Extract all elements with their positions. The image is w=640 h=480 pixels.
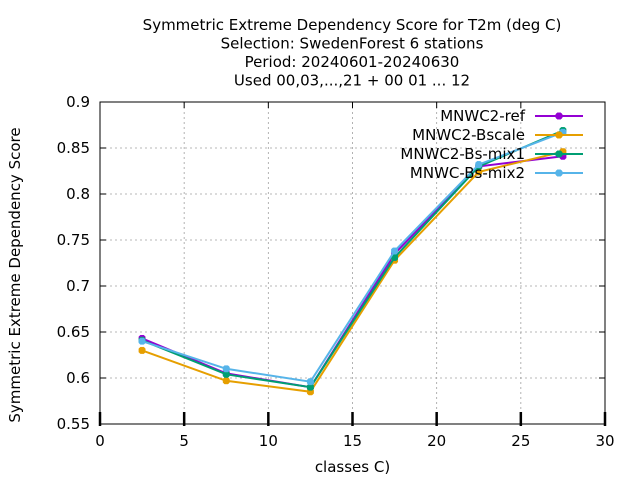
title-line: Symmetric Extreme Dependency Score for T…: [143, 16, 562, 34]
grid-lines: [100, 102, 605, 424]
title-line: Selection: SwedenForest 6 stations: [221, 35, 484, 53]
x-axis-label: classes C): [315, 458, 390, 476]
data-point: [222, 365, 230, 373]
axis-ticks: 0 5 10 15 20 25 30 0.55 0.6 0.65 0.7 0.75 0.8 0.85 0.9: [57, 93, 615, 450]
legend: MNWC2-refMNWC2-BscaleMNWC2-Bs-mix1MNWC-B…: [400, 107, 583, 182]
title-line: Period: 20240601-20240630: [245, 53, 460, 71]
x-tick-label: 15: [343, 432, 362, 450]
bottom-marks: [98, 412, 607, 426]
legend-label: MNWC2-Bs-mix1: [400, 145, 525, 163]
series-line: [141, 131, 564, 383]
title-line: Used 00,03,...,21 + 00 01 ... 12: [234, 72, 470, 90]
data-point: [391, 247, 399, 255]
legend-marker: [555, 131, 563, 139]
x-tick-label: 30: [595, 432, 614, 450]
y-tick-label: 0.65: [57, 323, 90, 341]
y-tick-label: 0.9: [66, 93, 90, 111]
data-point: [138, 346, 146, 354]
x-tick-label: 20: [427, 432, 446, 450]
legend-marker: [555, 150, 563, 158]
legend-label: MNWC2-Bscale: [412, 126, 525, 144]
series-lines: [138, 127, 567, 396]
series-line: [141, 150, 564, 393]
x-tick-label: 5: [179, 432, 189, 450]
data-point: [306, 378, 314, 386]
series-line: [141, 129, 564, 389]
data-point: [222, 377, 230, 385]
legend-label: MNWC2-ref: [440, 107, 525, 125]
y-tick-label: 0.8: [66, 185, 90, 203]
y-tick-label: 0.85: [57, 139, 90, 157]
x-tick-label: 0: [95, 432, 105, 450]
data-point: [138, 337, 146, 345]
legend-marker: [555, 169, 563, 177]
x-tick-label: 25: [511, 432, 530, 450]
legend-marker: [555, 112, 563, 120]
y-axis-label: Symmetric Extreme Dependency Score: [6, 127, 24, 422]
x-tick-label: 10: [259, 432, 278, 450]
data-point: [475, 161, 483, 169]
chart-title: Symmetric Extreme Dependency Score for T…: [143, 16, 562, 90]
series-3: [138, 128, 567, 386]
legend-label: MNWC-Bs-mix2: [410, 164, 525, 182]
y-tick-label: 0.7: [66, 277, 90, 295]
y-tick-label: 0.6: [66, 369, 90, 387]
y-tick-label: 0.75: [57, 231, 90, 249]
y-tick-label: 0.55: [57, 415, 90, 433]
